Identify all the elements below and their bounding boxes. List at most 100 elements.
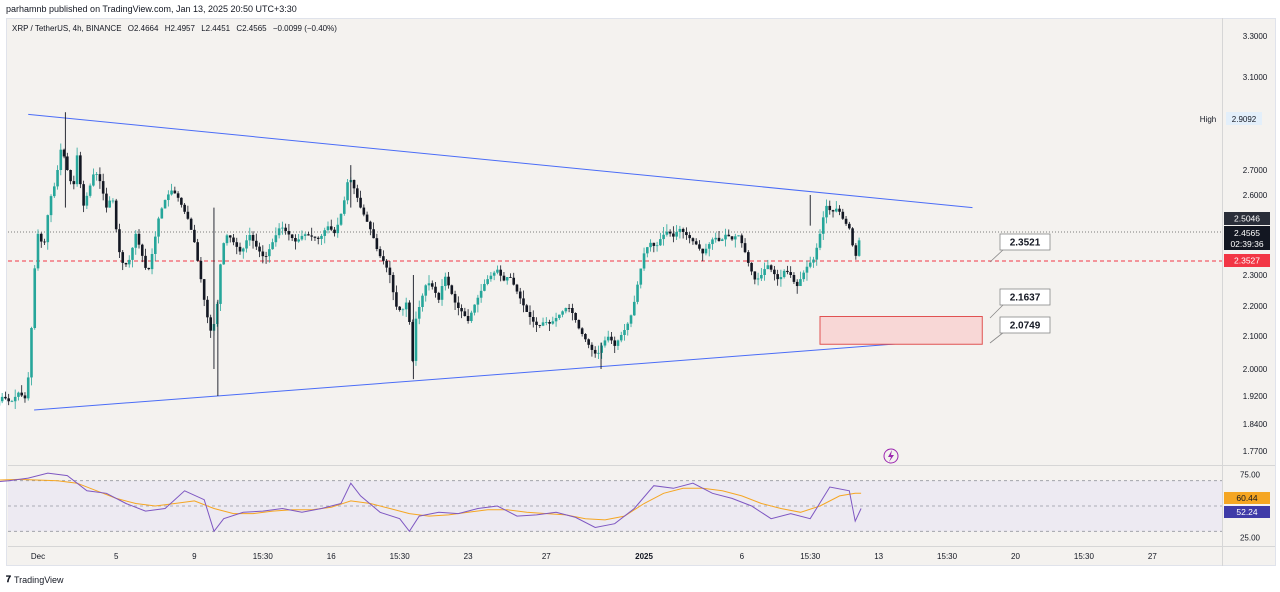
candle-body — [369, 221, 372, 230]
x-tick-label: 23 — [464, 552, 473, 561]
x-tick-label: 13 — [874, 552, 883, 561]
candle-body — [551, 321, 555, 324]
published-caption: parhamnb published on TradingView.com, J… — [6, 4, 297, 14]
candle-body — [453, 293, 457, 303]
candle-body — [85, 195, 89, 206]
candle-body — [7, 398, 10, 402]
candle-body — [512, 277, 516, 285]
candle-body — [821, 217, 825, 234]
lightning-icon[interactable] — [883, 448, 899, 464]
candle-body — [782, 270, 786, 278]
candle-body — [554, 318, 558, 322]
rsi-line[interactable] — [0, 472, 862, 533]
candle-body — [437, 292, 441, 300]
candle-body — [672, 233, 675, 237]
candle-body — [492, 272, 496, 276]
candle-body — [66, 156, 69, 170]
symbol-legend: XRP / TetherUS, 4h, BINANCE O2.4664 H2.4… — [12, 24, 341, 33]
candle-body — [463, 311, 467, 316]
candle-body — [593, 349, 597, 354]
candle-body — [531, 317, 535, 322]
candle-body — [23, 395, 27, 399]
red-level-label: 2.3527 — [1234, 256, 1260, 266]
upper-trendline[interactable] — [28, 113, 973, 209]
candle-body — [838, 208, 841, 212]
candle-body — [789, 272, 792, 275]
candle-body — [851, 228, 854, 246]
candle-body — [241, 248, 245, 252]
candle-body — [202, 279, 206, 300]
candle-body — [196, 242, 199, 261]
candle-body — [30, 328, 33, 378]
candle-body — [483, 283, 486, 291]
candle-body — [271, 242, 274, 250]
candle-body — [747, 252, 750, 263]
footer-brand[interactable]: 𝟕 TradingView — [6, 573, 64, 587]
lightning-glyph — [888, 450, 894, 462]
x-tick-label: 27 — [1148, 552, 1157, 561]
prev-close-label-bg — [1224, 212, 1270, 225]
candles[interactable] — [0, 112, 861, 459]
last-price-label: 2.4565 — [1234, 228, 1260, 238]
candle-body — [486, 279, 489, 284]
candle-body — [228, 235, 232, 238]
candle-body — [313, 236, 317, 238]
candle-body — [33, 268, 37, 328]
candle-body — [652, 242, 656, 246]
x-tick-label: 5 — [114, 552, 119, 561]
callout-pointer — [989, 303, 1005, 319]
candle-body — [430, 283, 434, 287]
tradingview-logo-icon: 𝟕 — [6, 575, 12, 585]
candle-body — [310, 235, 313, 237]
candle-body — [685, 231, 688, 236]
candle-body — [359, 197, 362, 208]
y-tick-label: 2.7000 — [1243, 166, 1268, 175]
legend-low: L2.4451 — [201, 24, 231, 33]
candle-body — [290, 234, 294, 239]
callout-box[interactable] — [999, 233, 1051, 251]
candle-body — [144, 255, 147, 268]
rsi-ma-line[interactable] — [0, 478, 862, 521]
candle-body — [691, 238, 695, 242]
candle-body — [639, 268, 643, 285]
candle-body — [818, 233, 822, 248]
lower-trendline[interactable] — [34, 338, 957, 411]
candle-body — [509, 277, 512, 278]
candle-body — [460, 308, 463, 312]
candle-body — [505, 277, 509, 281]
candle-body — [52, 186, 56, 197]
candle-body — [391, 275, 395, 293]
candle-body — [857, 240, 861, 256]
candle-body — [707, 244, 711, 249]
candle-body — [577, 320, 581, 329]
candle-body — [323, 230, 327, 236]
high-value: 2.9092 — [1232, 115, 1257, 124]
candle-body — [600, 345, 603, 353]
callout-box[interactable] — [999, 288, 1051, 306]
candle-body — [339, 213, 343, 225]
candle-body — [183, 204, 186, 212]
candle-body — [75, 155, 79, 185]
candle-body — [385, 260, 388, 268]
candle-body — [479, 290, 483, 298]
candle-body — [414, 318, 418, 361]
candle-body — [105, 193, 108, 208]
candle-body — [284, 227, 287, 232]
candle-body — [812, 259, 815, 263]
demand-zone[interactable] — [819, 316, 983, 345]
candle-body — [815, 247, 819, 260]
rsi-ma-value: 60.44 — [1236, 493, 1258, 503]
candle-body — [39, 233, 43, 242]
candle-body — [421, 295, 424, 307]
candle-body — [724, 234, 727, 240]
candle-body — [668, 231, 672, 234]
candle-body — [307, 234, 310, 236]
candle-body — [173, 190, 177, 194]
candle-body — [127, 259, 131, 265]
candle-body — [43, 241, 46, 243]
callout-box[interactable] — [999, 316, 1051, 334]
candle-body — [704, 248, 708, 254]
candle-body — [730, 236, 734, 240]
candle-body — [36, 233, 40, 269]
